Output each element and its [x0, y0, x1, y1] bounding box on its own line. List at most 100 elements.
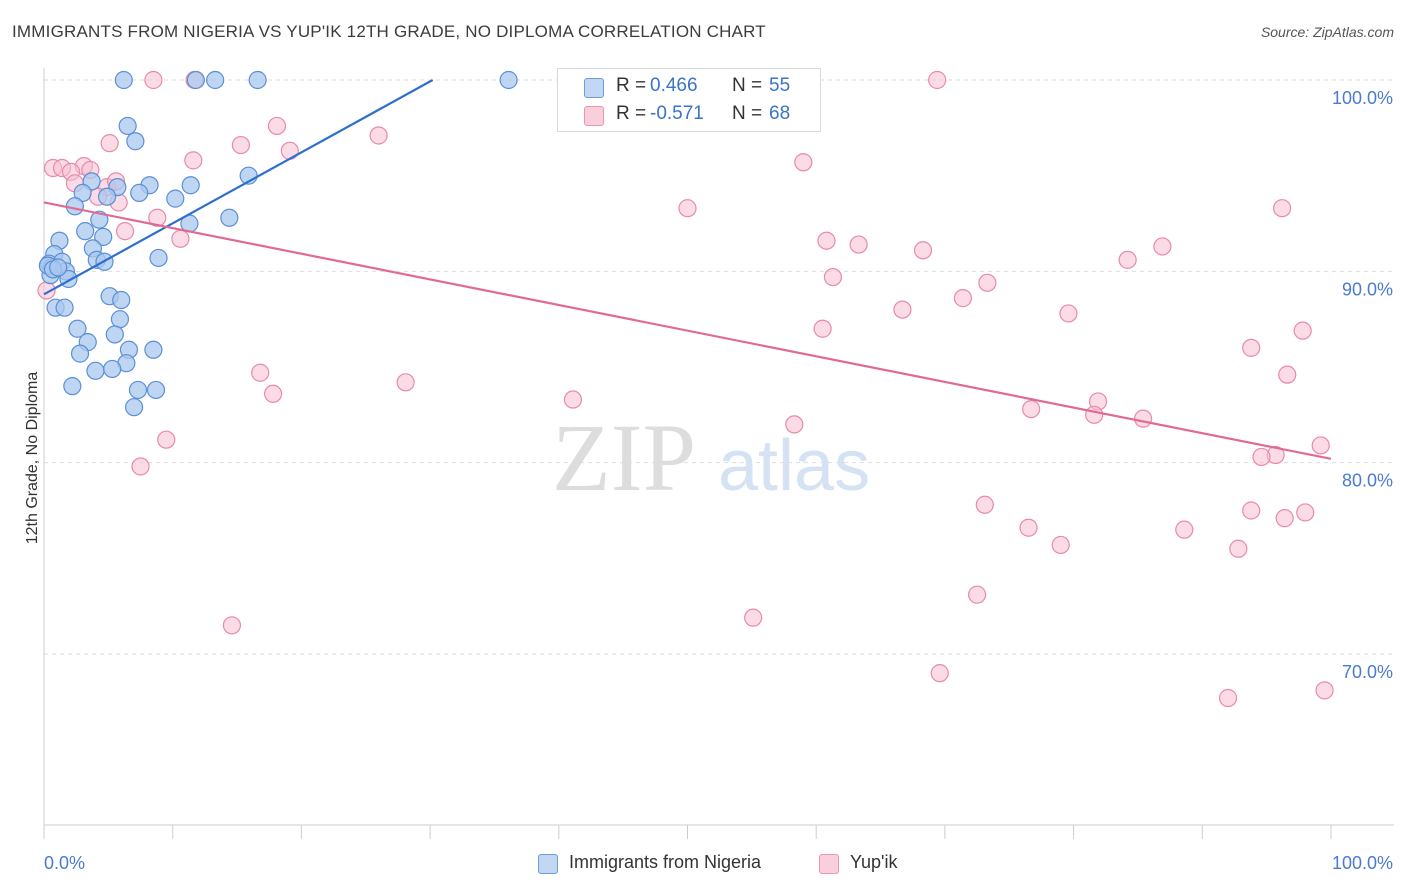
chart-title: IMMIGRANTS FROM NIGERIA VS YUP'IK 12TH G…	[12, 22, 766, 41]
nigeria-point	[97, 187, 117, 206]
nigeria-point	[220, 208, 239, 227]
yupik-point	[1315, 681, 1334, 700]
yupik-trend-line	[43, 201, 1332, 460]
nigeria-point	[126, 132, 145, 151]
source-credit: Source: ZipAtlas.com	[1260, 24, 1394, 40]
yupik-point	[1022, 399, 1041, 419]
legend-r-label: R =	[616, 75, 647, 96]
y-tick-label: 70.0%	[1342, 662, 1393, 682]
nigeria-point	[186, 70, 205, 90]
yupik-point	[1085, 405, 1104, 424]
nigeria-points	[38, 70, 518, 417]
grid-lines	[44, 79, 1394, 655]
yupik-point	[184, 151, 203, 170]
yupik-point	[1242, 338, 1261, 357]
legend-r-label: R =	[616, 103, 647, 124]
yupik-point	[785, 415, 804, 434]
nigeria-point	[124, 398, 144, 417]
yupik-point	[975, 495, 994, 514]
nigeria-point	[181, 176, 200, 195]
yupik-points	[37, 70, 1334, 708]
yupik-point	[1296, 503, 1315, 522]
nigeria-point	[105, 325, 124, 344]
yupik-point	[1275, 509, 1294, 528]
nigeria-point	[206, 70, 225, 90]
yupik-point	[953, 289, 973, 308]
legend-swatch-pink	[584, 106, 604, 126]
nigeria-point	[103, 359, 122, 379]
yupik-point	[849, 235, 868, 254]
nigeria-point	[76, 222, 95, 241]
yupik-point	[1272, 199, 1292, 218]
legend-label: Immigrants from Nigeria	[569, 852, 762, 872]
legend-r-value: -0.571	[650, 103, 704, 124]
y-tick-label: 100.0%	[1332, 88, 1393, 108]
nigeria-point	[149, 248, 168, 268]
nigeria-point	[86, 361, 105, 380]
yupik-point	[171, 229, 190, 248]
legend-row-nigeria: R = 0.466 N = 55	[558, 73, 820, 101]
x-tick-label: 0.0%	[44, 853, 85, 873]
yupik-point	[794, 153, 813, 172]
nigeria-point	[110, 310, 130, 329]
yupik-point	[1059, 304, 1078, 323]
nigeria-point	[112, 290, 131, 310]
axes	[43, 68, 1394, 839]
yupik-point	[1118, 250, 1137, 269]
x-tick-label: 100.0%	[1332, 853, 1393, 873]
yupik-point	[893, 300, 912, 319]
yupik-point	[1019, 518, 1038, 537]
legend-r-value: 0.466	[650, 75, 698, 96]
nigeria-point	[70, 344, 90, 363]
yupik-point	[967, 585, 987, 604]
yupik-point	[823, 267, 843, 287]
nigeria-point	[94, 227, 113, 246]
legend-n-label: N =	[732, 75, 763, 96]
nigeria-point	[130, 183, 149, 202]
yupik-point	[1051, 535, 1070, 555]
watermark: ZIP atlas	[552, 404, 870, 511]
yupik-point	[813, 319, 832, 338]
yupik-point	[1218, 688, 1238, 708]
yupik-point	[978, 273, 997, 292]
yupik-point	[1311, 436, 1330, 455]
yupik-point	[1278, 365, 1297, 384]
yupik-point	[115, 222, 135, 241]
nigeria-point	[65, 197, 84, 216]
yupik-point	[563, 390, 583, 409]
nigeria-point	[63, 377, 82, 396]
watermark-atlas: atlas	[718, 426, 870, 506]
legend-row-yupik: R = -0.571 N = 68	[558, 101, 820, 129]
legend-swatch-pink	[819, 854, 839, 874]
yupik-point	[1229, 539, 1248, 558]
series-legend: Immigrants from Nigeria Yup'ik	[0, 852, 1406, 878]
correlation-legend: R = 0.466 N = 55 R = -0.571 N = 68	[557, 68, 821, 132]
trend-lines	[43, 79, 1332, 460]
nigeria-point	[166, 189, 185, 208]
yupik-point	[222, 616, 242, 635]
nigeria-point	[144, 340, 163, 359]
yupik-point	[1133, 409, 1153, 428]
yupik-point	[928, 70, 947, 90]
legend-swatch-blue	[584, 78, 604, 98]
nigeria-point	[114, 70, 133, 90]
yupik-point	[144, 70, 163, 90]
nigeria-point	[118, 116, 137, 136]
watermark-zip: ZIP	[552, 404, 696, 511]
legend-n-label: N =	[732, 103, 763, 124]
y-axis-label: 12th Grade, No Diploma	[24, 372, 41, 545]
yupik-point	[396, 373, 415, 392]
yupik-point	[678, 199, 697, 218]
yupik-point	[930, 664, 949, 683]
yupik-point	[1153, 237, 1172, 256]
yupik-point	[157, 430, 176, 449]
yupik-point	[267, 116, 287, 136]
legend-swatch-blue	[538, 854, 558, 874]
yupik-point	[913, 241, 933, 260]
yupik-point	[744, 608, 763, 627]
nigeria-point	[248, 70, 267, 90]
legend-n-value: 55	[769, 75, 791, 96]
nigeria-point	[128, 380, 148, 400]
nigeria-point	[55, 298, 74, 317]
yupik-point	[1242, 501, 1261, 520]
